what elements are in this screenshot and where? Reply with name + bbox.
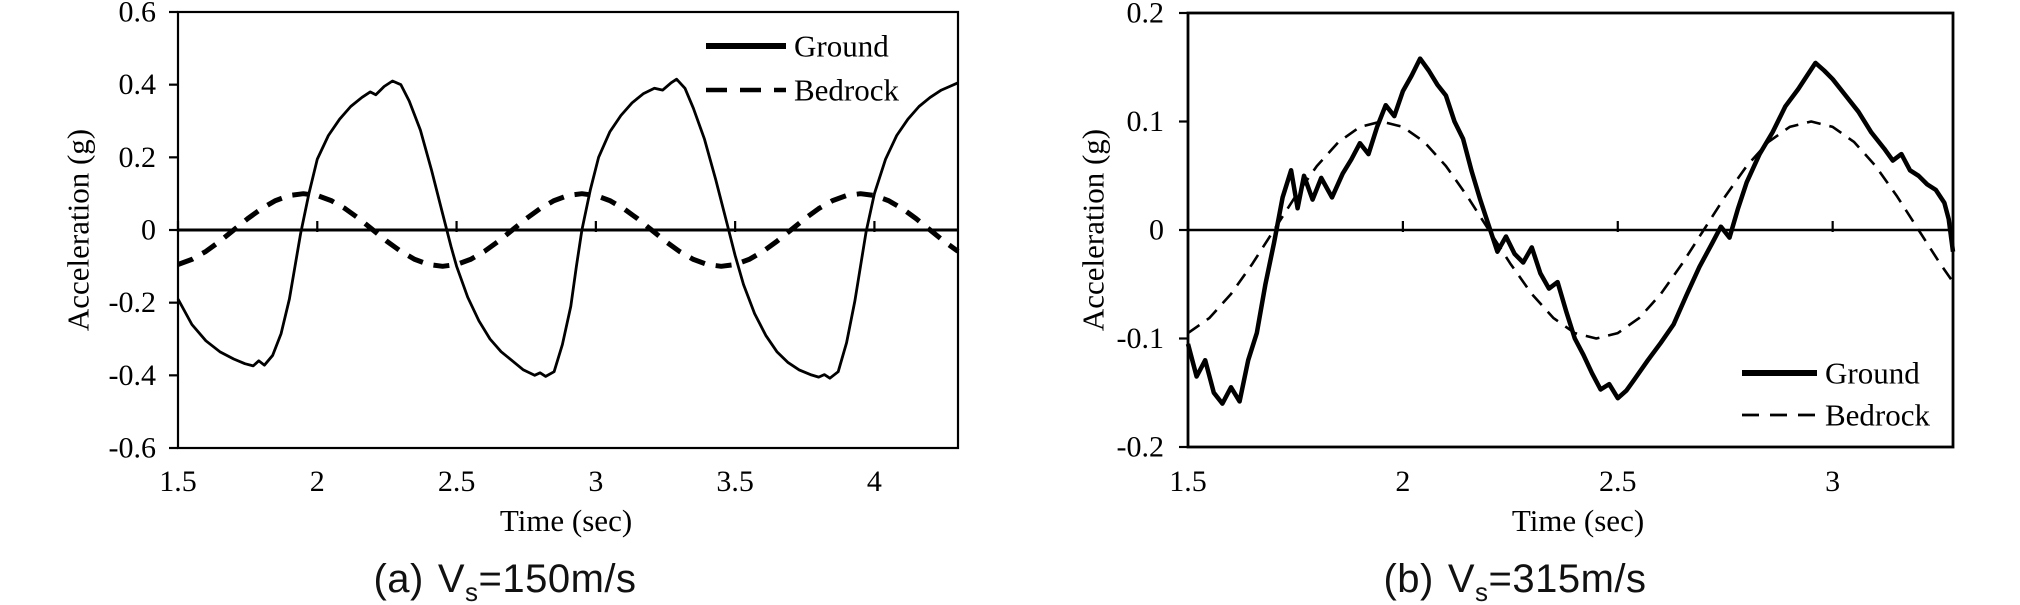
- legend-ground-label-a: Ground: [794, 29, 889, 64]
- y-tick-label-b-4: -0.2: [1117, 431, 1165, 464]
- x-tick-label-a-5: 4: [867, 465, 882, 498]
- y-tick-label-a-3: 0: [141, 214, 156, 247]
- y-axis-title-a: Acceleration (g): [61, 129, 96, 331]
- y-axis-title-b: Acceleration (g): [1076, 129, 1111, 331]
- y-tick-label-b-3: -0.1: [1117, 322, 1165, 355]
- x-tick-label-a-1: 2: [310, 465, 325, 498]
- y-tick-label-a-6: -0.6: [109, 432, 157, 465]
- caption-a-index: (a): [373, 557, 424, 601]
- caption-a-variable: V: [437, 557, 466, 601]
- y-tick-label-a-2: 0.2: [119, 141, 157, 174]
- caption-b-value: =315m/s: [1488, 557, 1647, 601]
- caption-b-variable: V: [1447, 557, 1476, 601]
- caption-b-index: (b): [1383, 557, 1434, 601]
- y-tick-label-b-2: 0: [1149, 214, 1164, 247]
- legend-ground-label-b: Ground: [1825, 356, 1920, 391]
- y-tick-label-b-0: 0.2: [1127, 0, 1165, 30]
- x-axis-title-a: Time (sec): [500, 503, 632, 538]
- series-bedrock-b: [1187, 120, 1955, 340]
- caption-b: (b) Vs=315m/s: [1305, 557, 1725, 605]
- x-tick-label-a-0: 1.5: [159, 465, 197, 498]
- x-tick-label-b-2: 2.5: [1599, 465, 1637, 498]
- x-tick-label-b-0: 1.5: [1169, 465, 1207, 498]
- caption-a-subscript: s: [465, 577, 479, 605]
- x-tick-label-b-3: 3: [1825, 465, 1840, 498]
- x-axis-title-b: Time (sec): [1512, 503, 1644, 538]
- caption-b-subscript: s: [1475, 577, 1489, 605]
- series-ground-a: [176, 77, 959, 380]
- y-tick-label-a-1: 0.4: [119, 68, 157, 101]
- y-tick-label-a-0: 0.6: [119, 0, 157, 29]
- legend-bedrock-label-a: Bedrock: [794, 73, 900, 108]
- y-tick-label-b-1: 0.1: [1127, 105, 1165, 138]
- caption-a-value: =150m/s: [478, 557, 637, 601]
- x-tick-label-a-2: 2.5: [438, 465, 476, 498]
- caption-a: (a) Vs=150m/s: [295, 557, 715, 605]
- y-tick-label-a-5: -0.4: [109, 359, 157, 392]
- legend-bedrock-label-b: Bedrock: [1825, 398, 1931, 433]
- x-tick-label-a-3: 3: [588, 465, 603, 498]
- series-bedrock-a: [177, 191, 960, 269]
- x-tick-label-b-1: 2: [1395, 465, 1410, 498]
- series-ground-b: [1185, 56, 1956, 406]
- y-tick-label-a-4: -0.2: [109, 286, 157, 319]
- x-tick-label-a-4: 3.5: [716, 465, 754, 498]
